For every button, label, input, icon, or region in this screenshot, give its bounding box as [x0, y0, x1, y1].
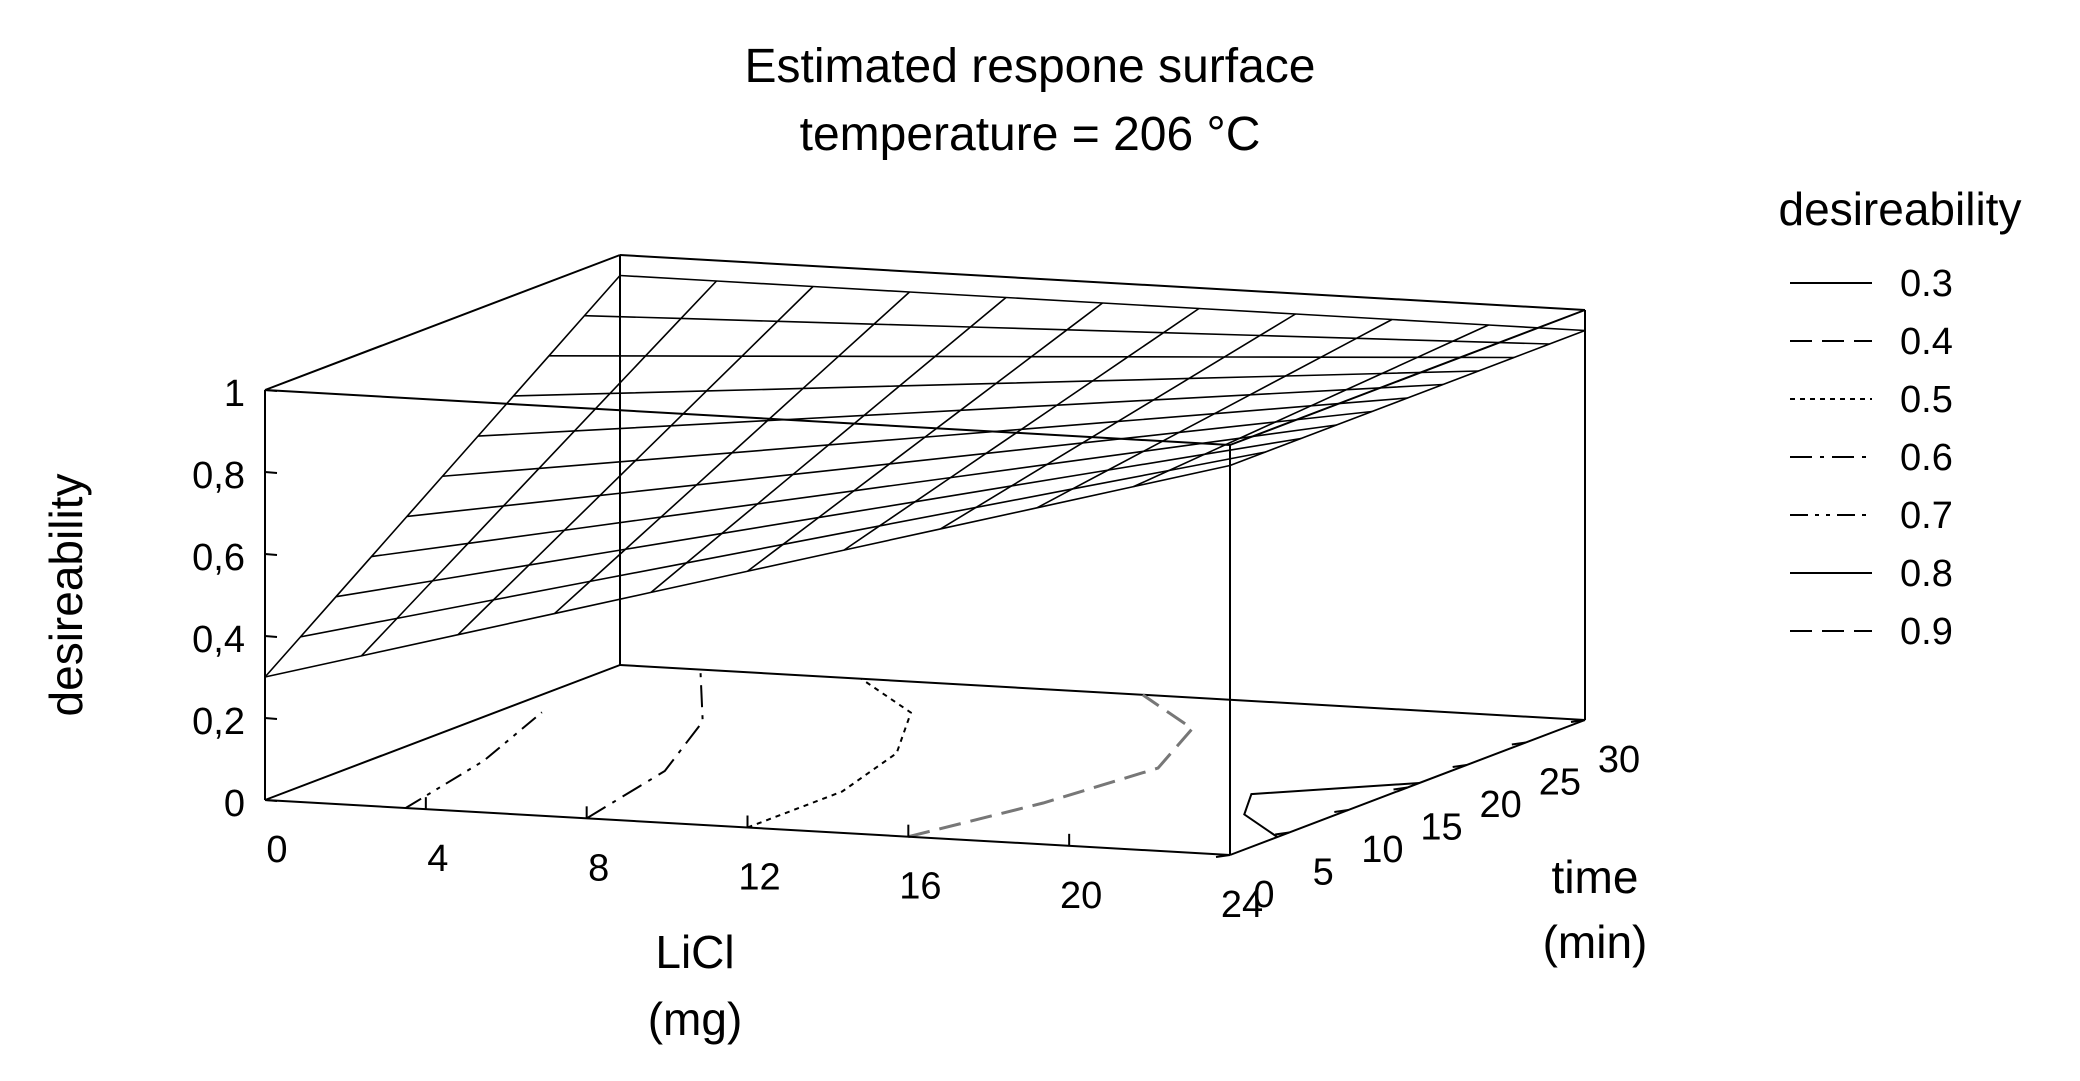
z-tick-label-3: 0,6	[192, 537, 245, 579]
y-tick-label-5: 25	[1539, 762, 1581, 804]
x-tick-label-1: 4	[427, 838, 448, 880]
contour-line-0.5	[747, 677, 913, 829]
surface-grid-line-y-7	[513, 370, 1479, 397]
axis-box-back	[264, 254, 1586, 801]
contour-line-0.3	[1243, 782, 1420, 838]
x-axis-label-line-1: LiCl	[655, 926, 734, 978]
chart-title-line-1: Estimated respone surface	[745, 40, 1316, 93]
x-tick-label-2: 8	[588, 847, 609, 889]
z-tick-mark-0	[264, 799, 278, 802]
box-edge-left-top	[264, 254, 621, 391]
y-tick-mark-3	[1393, 786, 1408, 791]
surface-grid-line-y-4	[406, 410, 1373, 518]
surface-grid-line-y-6	[477, 383, 1444, 437]
z-axis-label: desireability	[40, 474, 92, 717]
x-axis-label-line-2: (mg)	[648, 993, 743, 1045]
surface-grid-line-y-9	[584, 314, 1550, 345]
box-edge-right-top	[1229, 309, 1586, 446]
contour-lines	[405, 669, 1420, 839]
z-tick-label-0: 0	[224, 783, 245, 825]
surface-grid-line-y-2	[335, 437, 1302, 598]
y-tick-label-3: 15	[1420, 807, 1462, 849]
legend: desireability 0.3 0.4 0.5 0.6 0.7 0.8 0.9	[1779, 183, 2022, 653]
surface-grid-line-y-0	[264, 464, 1231, 678]
y-tick-mark-0	[1215, 854, 1231, 858]
z-tick-mark-4	[264, 471, 278, 474]
y-tick-mark-6	[1570, 719, 1586, 723]
x-tick-label-6: 24	[1221, 884, 1263, 926]
axis-labels: desireability LiCl (mg) time (min)	[40, 474, 1647, 1045]
x-tick-label-4: 16	[899, 866, 941, 908]
legend-label-0.6: 0.6	[1900, 437, 1953, 479]
legend-label-0.4: 0.4	[1900, 321, 1953, 363]
response-surface	[264, 274, 1586, 678]
y-tick-label-1: 5	[1313, 852, 1334, 894]
legend-label-0.3: 0.3	[1900, 263, 1953, 305]
legend-label-0.8: 0.8	[1900, 553, 1953, 595]
box-edge-back-bottom	[619, 664, 1586, 721]
y-tick-mark-4	[1452, 764, 1467, 768]
surface-grid-line-y-1	[300, 451, 1266, 638]
surface-grid-line-y-10	[619, 274, 1586, 332]
y-axis-label-line-2: (min)	[1543, 916, 1648, 968]
contour-line-0.6	[586, 669, 704, 820]
y-tick-label-6: 30	[1598, 739, 1640, 781]
legend-label-0.7: 0.7	[1900, 495, 1953, 537]
z-tick-label-4: 0,8	[192, 455, 245, 497]
chart-title-line-2: temperature = 206 °C	[800, 108, 1261, 161]
box-edge-front-top	[264, 389, 1231, 446]
z-tick-label-1: 0,2	[192, 701, 245, 743]
z-tick-mark-5	[264, 389, 278, 392]
z-tick-label-2: 0,4	[192, 619, 245, 661]
box-edge-back-top	[619, 254, 1586, 311]
y-tick-mark-1	[1275, 831, 1290, 836]
y-tick-label-0: 0	[1253, 874, 1274, 916]
z-tick-label-5: 1	[224, 373, 245, 415]
legend-label-0.5: 0.5	[1900, 379, 1953, 421]
legend-label-0.9: 0.9	[1900, 611, 1953, 653]
chart-title: Estimated respone surface temperature = …	[745, 40, 1316, 161]
contour-line-0.7	[405, 711, 543, 809]
y-tick-label-4: 20	[1480, 784, 1522, 826]
box-edge-left-bottom	[264, 664, 621, 801]
surface-grid-line-y-3	[371, 424, 1337, 558]
y-tick-label-2: 10	[1361, 829, 1403, 871]
x-tick-label-5: 20	[1060, 875, 1102, 917]
z-tick-mark-1	[264, 717, 278, 720]
surface-grid-line-y-5	[442, 397, 1408, 478]
z-tick-mark-3	[264, 553, 278, 556]
surface-grid-line-y-8	[548, 354, 1515, 359]
y-tick-mark-2	[1334, 809, 1349, 813]
y-axis-label-line-1: time	[1552, 851, 1639, 903]
x-tick-label-3: 12	[738, 857, 780, 899]
z-tick-mark-2	[264, 635, 278, 638]
x-tick-label-0: 0	[266, 829, 287, 871]
y-tick-mark-5	[1511, 741, 1526, 746]
contour-line-0.4	[907, 693, 1195, 839]
legend-title: desireability	[1779, 183, 2022, 235]
